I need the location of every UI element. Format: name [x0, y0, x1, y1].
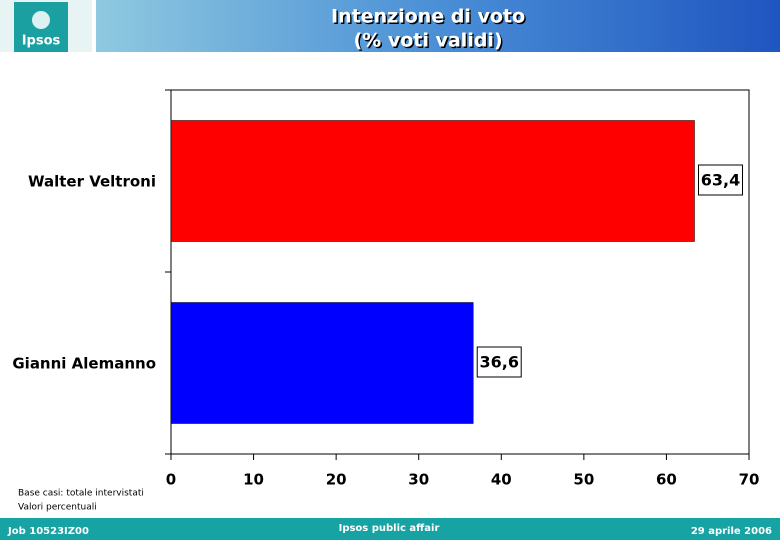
x-tick-label: 10 [243, 471, 264, 489]
y-tick-label: Walter Veltroni [28, 173, 156, 191]
note: Valori percentuali [18, 503, 97, 513]
x-tick-label: 30 [408, 471, 429, 489]
footer-right: 29 aprile 2006 [691, 526, 772, 537]
footer-left: Job 10523IZ00 [7, 526, 89, 537]
value-label-box [698, 164, 744, 196]
logo-text: Ipsos [22, 34, 61, 49]
footer-center: Ipsos public affair [339, 523, 440, 534]
logo-icon [32, 11, 50, 29]
x-tick-label: 50 [573, 471, 594, 489]
x-tick-label: 70 [739, 471, 760, 489]
x-tick-label: 60 [656, 471, 677, 489]
value-label: 63,4 [701, 171, 740, 190]
x-tick-label: 0 [166, 471, 176, 489]
note: Base casi: totale intervistati [18, 489, 144, 499]
footer-band [0, 518, 780, 540]
bar [170, 302, 474, 424]
y-tick-label: Gianni Alemanno [12, 355, 156, 373]
chart-subtitle: (% voti validi) [353, 30, 502, 52]
x-tick-label: 20 [326, 471, 347, 489]
x-tick-label: 40 [491, 471, 512, 489]
header-band [96, 0, 780, 52]
value-label-box [476, 346, 522, 378]
bar [170, 120, 695, 242]
chart-title: Intenzione di voto [331, 6, 525, 28]
value-label: 36,6 [479, 353, 518, 372]
